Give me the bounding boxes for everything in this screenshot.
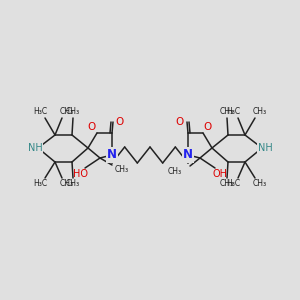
Text: CH₃: CH₃: [60, 107, 74, 116]
Text: CH₃: CH₃: [253, 107, 267, 116]
Text: O: O: [204, 122, 212, 132]
Text: NH: NH: [28, 143, 42, 153]
Text: CH₃: CH₃: [115, 166, 129, 175]
Text: CH₃: CH₃: [66, 179, 80, 188]
Text: O: O: [88, 122, 96, 132]
Text: H₃C: H₃C: [33, 107, 47, 116]
Text: CH₃: CH₃: [220, 107, 234, 116]
Text: CH₃: CH₃: [60, 179, 74, 188]
Text: OH: OH: [212, 169, 227, 179]
Text: O: O: [176, 117, 184, 127]
Text: O: O: [116, 117, 124, 127]
Text: HO: HO: [73, 169, 88, 179]
Text: H₃C: H₃C: [33, 179, 47, 188]
Text: H₃C: H₃C: [226, 179, 240, 188]
Text: N: N: [183, 148, 193, 161]
Text: CH₃: CH₃: [66, 107, 80, 116]
Text: CH₃: CH₃: [253, 179, 267, 188]
Text: H₃C: H₃C: [226, 107, 240, 116]
Text: CH₃: CH₃: [168, 167, 182, 176]
Text: NH: NH: [258, 143, 272, 153]
Text: N: N: [107, 148, 117, 161]
Text: CH₃: CH₃: [220, 179, 234, 188]
